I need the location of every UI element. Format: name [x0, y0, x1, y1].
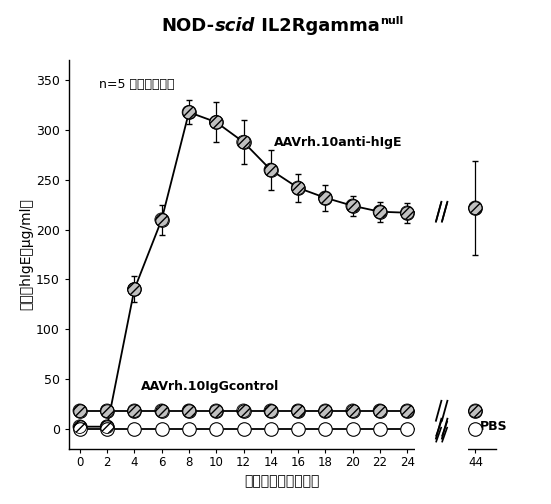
Point: [294, 425, 302, 433]
Point: [102, 423, 111, 431]
Point: [185, 425, 193, 433]
Point: [403, 407, 412, 415]
Point: [185, 108, 193, 116]
Point: [185, 108, 193, 116]
Point: [102, 425, 111, 433]
X-axis label: 注射後の時間（週）: 注射後の時間（週）: [245, 474, 320, 488]
Point: [266, 166, 275, 174]
Point: [75, 425, 84, 433]
Point: [212, 425, 220, 433]
Point: [75, 423, 84, 431]
Point: [239, 138, 248, 146]
Point: [403, 209, 412, 217]
Point: [294, 184, 302, 192]
Point: [102, 407, 111, 415]
Text: null: null: [380, 16, 403, 26]
Text: NOD-: NOD-: [161, 17, 215, 35]
Text: AAVrh.10anti-hIgE: AAVrh.10anti-hIgE: [273, 136, 402, 149]
Point: [130, 285, 139, 293]
Point: [157, 407, 166, 415]
Point: [266, 407, 275, 415]
Point: [102, 407, 111, 415]
Point: [321, 194, 329, 202]
Point: [212, 407, 220, 415]
Point: [75, 407, 84, 415]
Point: [321, 407, 329, 415]
Point: [130, 407, 139, 415]
Point: [266, 407, 275, 415]
Point: [348, 407, 357, 415]
Point: [102, 423, 111, 431]
Text: PBS: PBS: [479, 420, 507, 433]
Point: [75, 407, 84, 415]
Text: n=5 マウス、全群: n=5 マウス、全群: [99, 78, 174, 91]
Point: [185, 407, 193, 415]
Point: [266, 166, 275, 174]
Point: [212, 118, 220, 126]
Point: [239, 407, 248, 415]
Point: [239, 138, 248, 146]
Point: [471, 407, 480, 415]
Point: [294, 184, 302, 192]
Point: [157, 407, 166, 415]
Point: [130, 285, 139, 293]
Point: [239, 425, 248, 433]
Point: [348, 407, 357, 415]
Point: [376, 208, 385, 216]
Point: [157, 425, 166, 433]
Point: [471, 425, 480, 433]
Point: [157, 216, 166, 224]
Point: [294, 407, 302, 415]
Point: [471, 204, 480, 212]
Bar: [415, 55, 468, 454]
Point: [157, 216, 166, 224]
Text: scid: scid: [215, 17, 255, 35]
Point: [266, 425, 275, 433]
Point: [212, 118, 220, 126]
Point: [376, 208, 385, 216]
Point: [376, 407, 385, 415]
Point: [321, 194, 329, 202]
Point: [403, 425, 412, 433]
Point: [403, 209, 412, 217]
Point: [212, 407, 220, 415]
Point: [294, 407, 302, 415]
Point: [403, 407, 412, 415]
Point: [75, 423, 84, 431]
Point: [348, 202, 357, 210]
Point: [185, 407, 193, 415]
Point: [376, 425, 385, 433]
Point: [376, 407, 385, 415]
Y-axis label: 血清抗hIgE（μg/ml）: 血清抗hIgE（μg/ml）: [19, 199, 33, 310]
Text: IL2Rgamma: IL2Rgamma: [255, 17, 380, 35]
Point: [130, 425, 139, 433]
Point: [321, 425, 329, 433]
Point: [321, 407, 329, 415]
Point: [471, 204, 480, 212]
Text: AAVrh.10IgGcontrol: AAVrh.10IgGcontrol: [141, 381, 279, 393]
Point: [348, 202, 357, 210]
Point: [471, 407, 480, 415]
Point: [239, 407, 248, 415]
Point: [348, 425, 357, 433]
Point: [130, 407, 139, 415]
